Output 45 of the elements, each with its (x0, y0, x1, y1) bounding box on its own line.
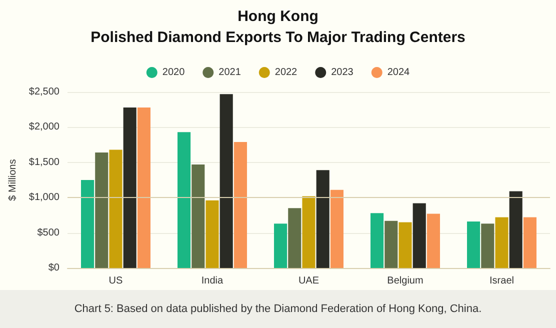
bar (220, 94, 233, 268)
bar (288, 208, 302, 268)
bar (178, 132, 191, 268)
bar (467, 222, 480, 268)
y-tick-label: $1,500 (28, 156, 60, 168)
bar (109, 150, 122, 268)
x-tick-label: Israel (490, 276, 514, 286)
bar (495, 217, 508, 268)
bar (509, 191, 522, 268)
x-tick-label: India (201, 276, 224, 286)
caption: Chart 5: Based on data published by the Diamond Federation of Hong Kong, China. (0, 290, 556, 328)
bar (274, 224, 288, 268)
legend-label: 2020 (162, 67, 186, 78)
bar (80, 180, 94, 268)
x-tick-label: UAE (298, 276, 320, 286)
y-tick-label: $0 (48, 262, 60, 274)
bar (412, 203, 426, 268)
y-tick-label: $2,000 (28, 122, 60, 133)
legend-label: 2024 (387, 67, 410, 78)
bar (95, 152, 108, 268)
x-tick-label: Belgium (387, 276, 424, 286)
bar (384, 220, 398, 268)
bar (206, 200, 219, 268)
legend-label: 2022 (274, 67, 298, 78)
bar (426, 214, 440, 268)
bar (316, 170, 330, 268)
bar (481, 224, 494, 268)
bar (192, 164, 205, 268)
y-tick-label: $1,000 (28, 192, 60, 204)
bar (123, 107, 136, 268)
legend-label: 2023 (331, 67, 354, 78)
chart-subtitle: Polished Diamond Exports To Major Trading Centers (90, 29, 466, 46)
legend-label: 2021 (218, 67, 242, 78)
x-tick-label: US (108, 276, 124, 286)
bar (137, 107, 150, 268)
bar (302, 196, 316, 268)
y-tick-label: $500 (37, 227, 60, 238)
y-tick-label: $2,500 (28, 86, 60, 98)
bar (234, 142, 247, 268)
bar (398, 222, 412, 268)
bar (523, 217, 536, 268)
bar (330, 190, 344, 268)
chart-title: Hong Kong (238, 8, 318, 25)
bar (370, 213, 384, 268)
y-axis-title: $ Millions (8, 159, 18, 201)
